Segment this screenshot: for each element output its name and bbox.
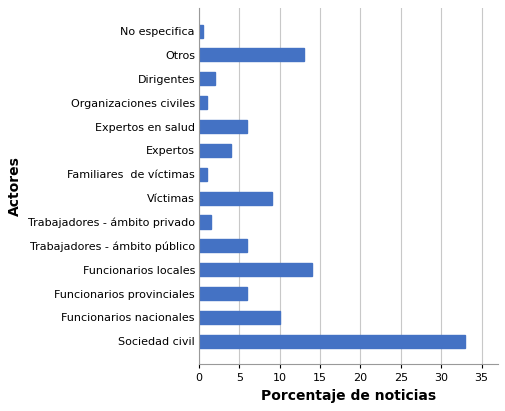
Bar <box>198 25 203 38</box>
Y-axis label: Actores: Actores <box>8 156 22 216</box>
Bar <box>198 144 231 157</box>
Bar <box>198 239 247 252</box>
Bar <box>198 287 247 300</box>
Bar <box>198 72 215 85</box>
Bar <box>198 48 304 62</box>
Bar <box>198 263 312 276</box>
Bar <box>198 120 247 133</box>
Bar <box>198 335 465 348</box>
Bar <box>198 168 207 181</box>
Bar <box>198 215 211 229</box>
Bar <box>198 311 279 324</box>
Bar <box>198 96 207 109</box>
X-axis label: Porcentaje de noticias: Porcentaje de noticias <box>260 389 435 403</box>
Bar <box>198 192 271 205</box>
